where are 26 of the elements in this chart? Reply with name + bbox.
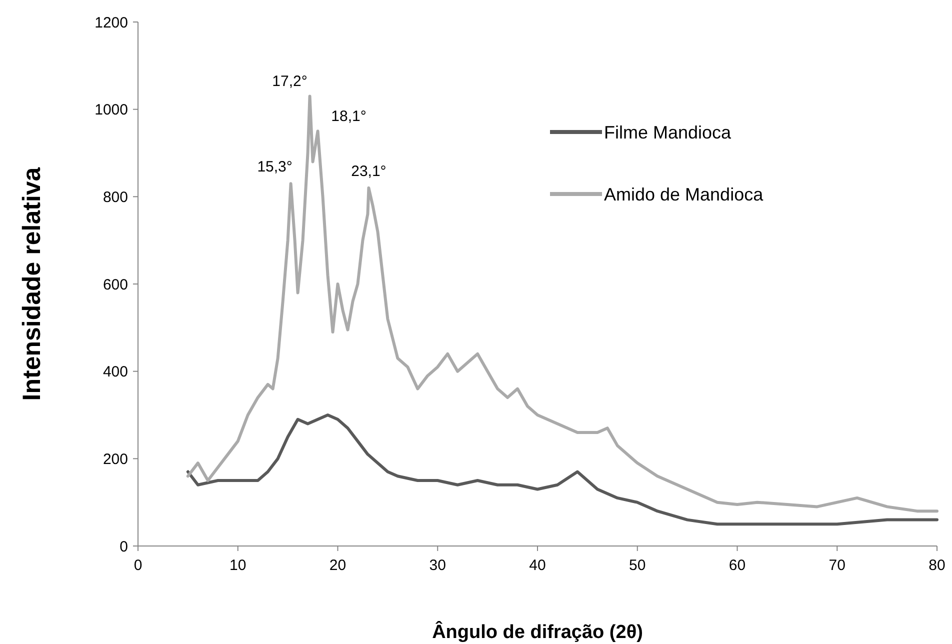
x-tick-label: 10 <box>230 557 246 574</box>
y-tick-label: 0 <box>120 538 128 556</box>
x-tick-label: 80 <box>928 557 946 574</box>
y-axis-title: Intensidade relativa <box>18 166 46 401</box>
y-tick-label: 800 <box>102 188 128 206</box>
legend-label: Amido de Mandioca <box>604 184 764 204</box>
line-series <box>186 94 938 513</box>
annotation: 23,1° <box>351 162 386 180</box>
x-tick-label: 60 <box>728 557 746 574</box>
annotation: 17,2° <box>272 73 308 90</box>
y-tick-label: 200 <box>102 450 128 468</box>
annotation: 18,1° <box>331 108 366 126</box>
x-tick-label: 50 <box>629 557 646 574</box>
x-tick-label: 30 <box>429 557 446 574</box>
legend-label: Filme Mandioca <box>604 122 732 142</box>
x-tick-label: 40 <box>529 557 546 574</box>
x-tick-label: 70 <box>828 557 846 574</box>
x-tick-label: 20 <box>329 557 346 574</box>
annotation: 15,3° <box>257 158 292 176</box>
y-tick-label: 1000 <box>94 102 128 119</box>
x-tick-label: 0 <box>134 557 142 574</box>
y-tick-label: 600 <box>102 276 128 294</box>
y-tick-label: 1200 <box>94 14 128 32</box>
x-axis-title: Ângulo de difração (2θ) <box>432 620 643 643</box>
y-tick-label: 400 <box>102 364 128 381</box>
line-series <box>186 414 938 526</box>
